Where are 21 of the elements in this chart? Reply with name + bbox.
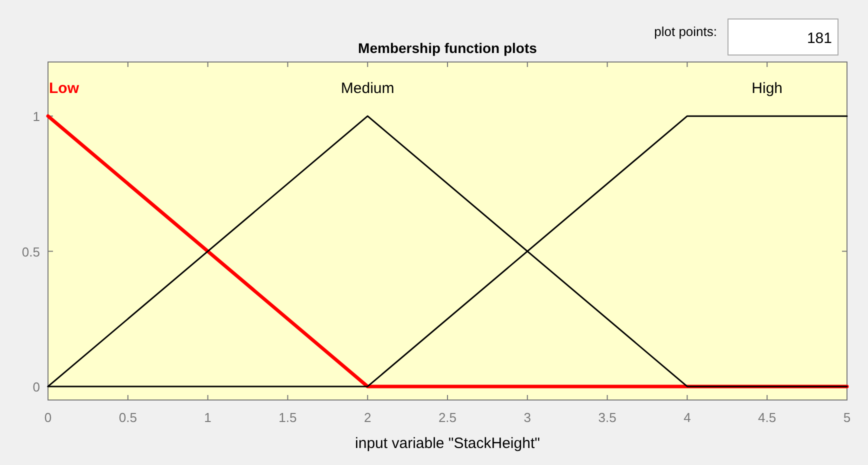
x-tick-label: 2.5	[438, 410, 457, 425]
y-tick-label: 1	[32, 109, 40, 124]
x-tick-label: 0.5	[118, 410, 137, 425]
text: 181	[806, 30, 832, 47]
x-tick-label: 1	[204, 410, 212, 425]
chart-title: Membership function plots	[358, 40, 538, 56]
y-tick-label: 0.5	[22, 244, 40, 260]
x-tick-label: 3.5	[598, 410, 616, 425]
x-tick-label: 0	[44, 410, 52, 425]
x-tick-label: 5	[843, 410, 851, 425]
series-label: High	[752, 80, 783, 97]
x-tick-label: 1.5	[278, 410, 297, 425]
x-tick-label: 2	[364, 410, 372, 425]
x-axis-title: input variable "StackHeight"	[355, 435, 540, 452]
series-label: Low	[49, 80, 80, 97]
x-tick-label: 4.5	[758, 410, 776, 425]
x-tick-label: 4	[684, 410, 691, 425]
text: plot points:	[654, 24, 717, 39]
y-tick-label: 0	[32, 379, 40, 394]
x-tick-label: 3	[524, 410, 532, 425]
series-label: Medium	[340, 80, 394, 97]
